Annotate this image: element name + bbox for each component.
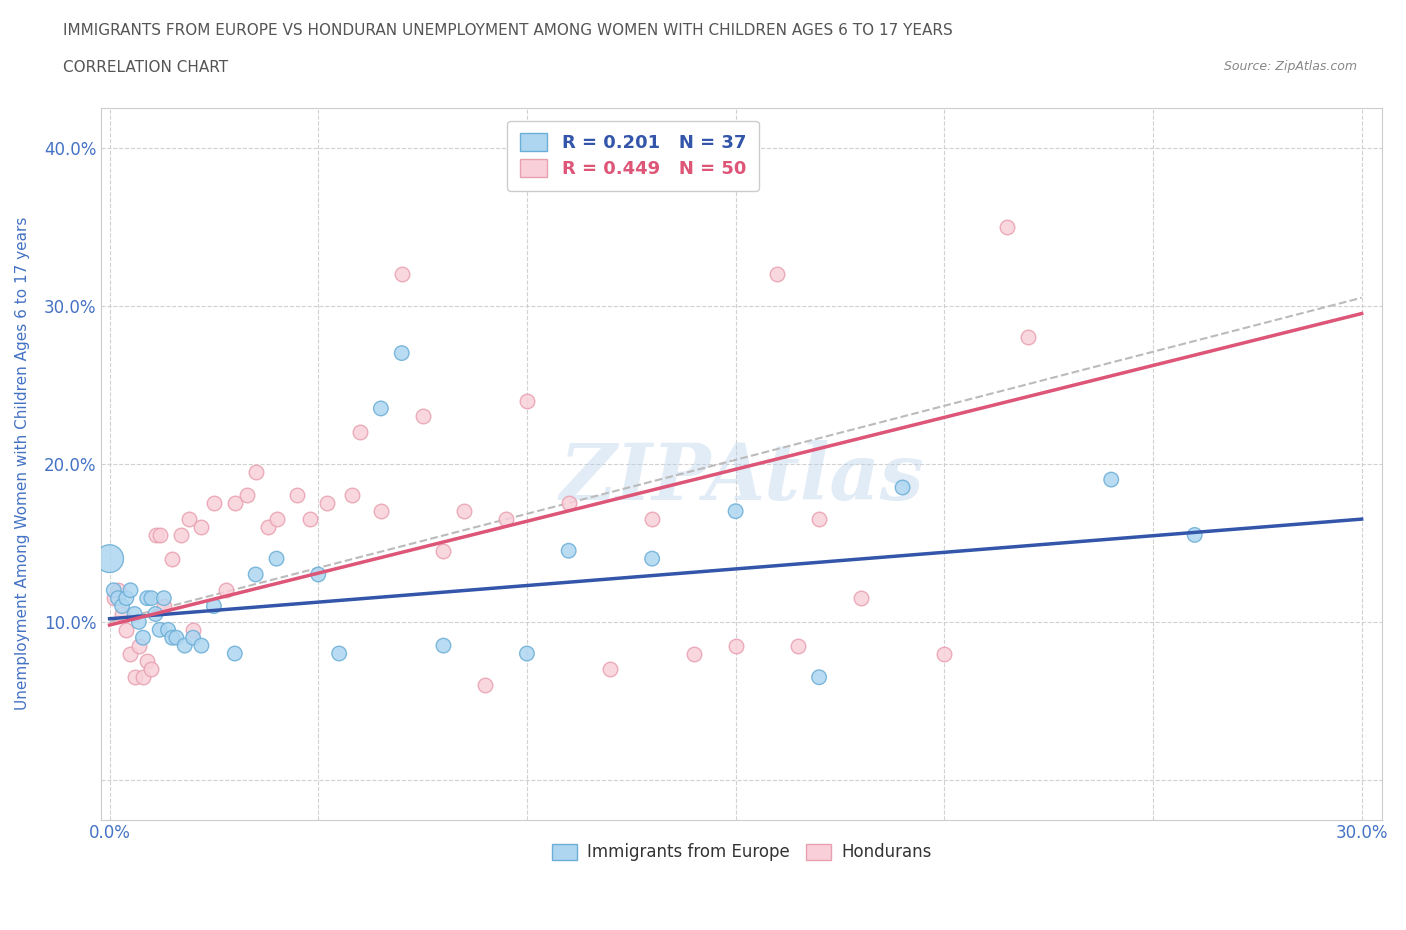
Point: [328, 646, 350, 661]
Point: [169, 527, 191, 542]
Point: [516, 393, 538, 408]
Point: [724, 504, 747, 519]
Point: [307, 567, 329, 582]
Point: [557, 496, 579, 511]
Point: [124, 606, 146, 621]
Point: [891, 480, 914, 495]
Point: [474, 678, 496, 693]
Point: [849, 591, 872, 605]
Point: [349, 425, 371, 440]
Point: [120, 646, 142, 661]
Point: [787, 638, 810, 653]
Text: CORRELATION CHART: CORRELATION CHART: [63, 60, 228, 75]
Point: [160, 631, 183, 645]
Point: [157, 622, 180, 637]
Point: [107, 591, 129, 605]
Point: [115, 591, 138, 605]
Point: [153, 591, 176, 605]
Point: [453, 504, 475, 519]
Point: [370, 401, 392, 416]
Point: [315, 496, 337, 511]
Point: [190, 520, 212, 535]
Point: [340, 488, 363, 503]
Point: [120, 583, 142, 598]
Point: [107, 583, 129, 598]
Point: [287, 488, 309, 503]
Point: [412, 409, 434, 424]
Point: [557, 543, 579, 558]
Text: ZIPAtlas: ZIPAtlas: [560, 440, 924, 516]
Point: [124, 670, 146, 684]
Point: [808, 670, 831, 684]
Point: [432, 543, 454, 558]
Point: [115, 622, 138, 637]
Point: [128, 615, 150, 630]
Text: Source: ZipAtlas.com: Source: ZipAtlas.com: [1223, 60, 1357, 73]
Point: [224, 646, 246, 661]
Point: [103, 583, 125, 598]
Point: [136, 654, 159, 669]
Text: IMMIGRANTS FROM EUROPE VS HONDURAN UNEMPLOYMENT AMONG WOMEN WITH CHILDREN AGES 6: IMMIGRANTS FROM EUROPE VS HONDURAN UNEMP…: [63, 23, 953, 38]
Point: [1184, 527, 1206, 542]
Point: [1017, 330, 1039, 345]
Point: [181, 622, 204, 637]
Point: [236, 488, 259, 503]
Point: [995, 219, 1018, 234]
Point: [202, 496, 225, 511]
Point: [215, 583, 238, 598]
Point: [141, 662, 163, 677]
Point: [516, 646, 538, 661]
Point: [111, 606, 134, 621]
Point: [149, 527, 172, 542]
Point: [145, 606, 167, 621]
Point: [202, 599, 225, 614]
Point: [432, 638, 454, 653]
Point: [370, 504, 392, 519]
Point: [266, 551, 288, 566]
Point: [177, 512, 200, 526]
Point: [160, 551, 183, 566]
Point: [224, 496, 246, 511]
Point: [683, 646, 706, 661]
Point: [391, 346, 413, 361]
Point: [298, 512, 321, 526]
Point: [145, 527, 167, 542]
Point: [641, 512, 664, 526]
Point: [391, 267, 413, 282]
Point: [98, 551, 121, 566]
Point: [190, 638, 212, 653]
Point: [495, 512, 517, 526]
Point: [766, 267, 789, 282]
Point: [266, 512, 288, 526]
Point: [132, 670, 155, 684]
Point: [257, 520, 280, 535]
Point: [724, 638, 747, 653]
Point: [245, 464, 267, 479]
Point: [641, 551, 664, 566]
Point: [128, 638, 150, 653]
Point: [245, 567, 267, 582]
Legend: Immigrants from Europe, Hondurans: Immigrants from Europe, Hondurans: [546, 837, 938, 868]
Point: [136, 591, 159, 605]
Point: [173, 638, 195, 653]
Point: [141, 591, 163, 605]
Point: [111, 599, 134, 614]
Point: [149, 622, 172, 637]
Point: [153, 599, 176, 614]
Point: [1099, 472, 1122, 487]
Point: [599, 662, 621, 677]
Point: [934, 646, 956, 661]
Y-axis label: Unemployment Among Women with Children Ages 6 to 17 years: Unemployment Among Women with Children A…: [15, 217, 30, 711]
Point: [181, 631, 204, 645]
Point: [103, 591, 125, 605]
Point: [132, 631, 155, 645]
Point: [808, 512, 831, 526]
Point: [165, 631, 187, 645]
